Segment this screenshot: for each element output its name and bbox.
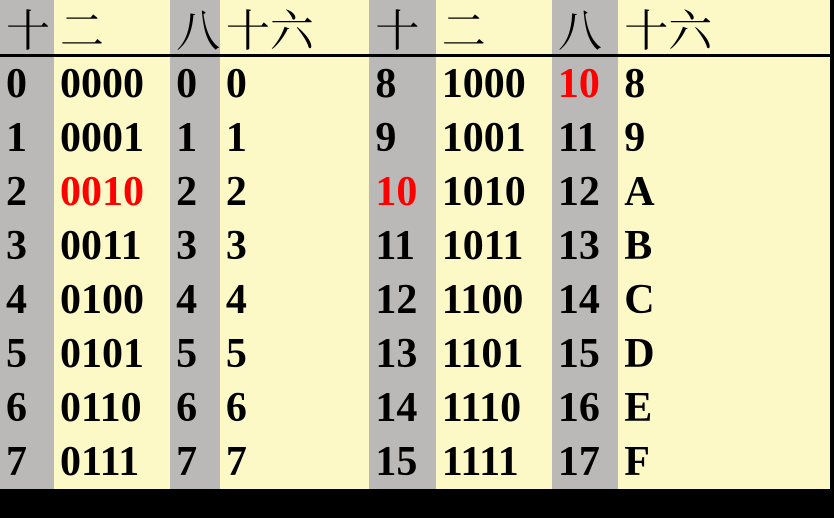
- cell: 0010: [54, 165, 170, 219]
- col-header-dec-2: 十: [369, 0, 435, 56]
- cell: 6: [0, 381, 54, 435]
- cell: 0100: [54, 273, 170, 327]
- number-base-table-container: 十 二 八 十六 十 二 八 十六 0000000810001081000111…: [0, 0, 830, 489]
- cell: 0: [0, 56, 54, 112]
- cell: B: [618, 219, 830, 273]
- cell: 3: [170, 219, 220, 273]
- cell: 4: [220, 273, 369, 327]
- cell: 6: [220, 381, 369, 435]
- cell: 0011: [54, 219, 170, 273]
- cell: 1001: [436, 111, 552, 165]
- table-row: 401004412110014C: [0, 273, 830, 327]
- cell: 7: [170, 435, 220, 489]
- table-row: 100011191001119: [0, 111, 830, 165]
- cell: 0000: [54, 56, 170, 112]
- cell: 3: [220, 219, 369, 273]
- table-row: 501015513110115D: [0, 327, 830, 381]
- cell: 1010: [436, 165, 552, 219]
- cell: 9: [369, 111, 435, 165]
- cell: 10: [369, 165, 435, 219]
- cell: 2: [170, 165, 220, 219]
- col-header-hex-1: 十六: [220, 0, 369, 56]
- cell: 5: [0, 327, 54, 381]
- cell: 4: [0, 273, 54, 327]
- col-header-bin-2: 二: [436, 0, 552, 56]
- cell: 1111: [436, 435, 552, 489]
- cell: 9: [618, 111, 830, 165]
- cell: 7: [220, 435, 369, 489]
- cell: 12: [552, 165, 618, 219]
- cell: D: [618, 327, 830, 381]
- col-header-hex-2: 十六: [618, 0, 830, 56]
- table-row: 701117715111117F: [0, 435, 830, 489]
- table-body: 0000000810001081000111910011192001022101…: [0, 56, 830, 490]
- cell: 13: [552, 219, 618, 273]
- table-row: 601106614111016E: [0, 381, 830, 435]
- cell: 1: [0, 111, 54, 165]
- cell: 14: [369, 381, 435, 435]
- cell: 1: [170, 111, 220, 165]
- col-header-oct-2: 八: [552, 0, 618, 56]
- cell: 1100: [436, 273, 552, 327]
- cell: 4: [170, 273, 220, 327]
- cell: 11: [369, 219, 435, 273]
- number-base-table: 十 二 八 十六 十 二 八 十六 0000000810001081000111…: [0, 0, 830, 489]
- col-header-bin-1: 二: [54, 0, 170, 56]
- cell: 0110: [54, 381, 170, 435]
- cell: 3: [0, 219, 54, 273]
- header-row: 十 二 八 十六 十 二 八 十六: [0, 0, 830, 56]
- cell: 10: [552, 56, 618, 112]
- cell: 14: [552, 273, 618, 327]
- cell: 1101: [436, 327, 552, 381]
- cell: F: [618, 435, 830, 489]
- cell: 15: [552, 327, 618, 381]
- cell: 2: [220, 165, 369, 219]
- cell: 8: [618, 56, 830, 112]
- table-row: 300113311101113B: [0, 219, 830, 273]
- cell: 15: [369, 435, 435, 489]
- cell: E: [618, 381, 830, 435]
- cell: C: [618, 273, 830, 327]
- table-row: 200102210101012A: [0, 165, 830, 219]
- cell: 5: [220, 327, 369, 381]
- cell: 6: [170, 381, 220, 435]
- cell: 8: [369, 56, 435, 112]
- cell: 5: [170, 327, 220, 381]
- cell: 1: [220, 111, 369, 165]
- col-header-oct-1: 八: [170, 0, 220, 56]
- table-row: 000000081000108: [0, 56, 830, 112]
- cell: A: [618, 165, 830, 219]
- cell: 13: [369, 327, 435, 381]
- cell: 16: [552, 381, 618, 435]
- cell: 12: [369, 273, 435, 327]
- cell: 1110: [436, 381, 552, 435]
- table-head: 十 二 八 十六 十 二 八 十六: [0, 0, 830, 56]
- cell: 2: [0, 165, 54, 219]
- cell: 0001: [54, 111, 170, 165]
- cell: 1000: [436, 56, 552, 112]
- col-header-dec-1: 十: [0, 0, 54, 56]
- cell: 7: [0, 435, 54, 489]
- cell: 1011: [436, 219, 552, 273]
- cell: 0111: [54, 435, 170, 489]
- cell: 17: [552, 435, 618, 489]
- cell: 0: [220, 56, 369, 112]
- cell: 11: [552, 111, 618, 165]
- cell: 0: [170, 56, 220, 112]
- cell: 0101: [54, 327, 170, 381]
